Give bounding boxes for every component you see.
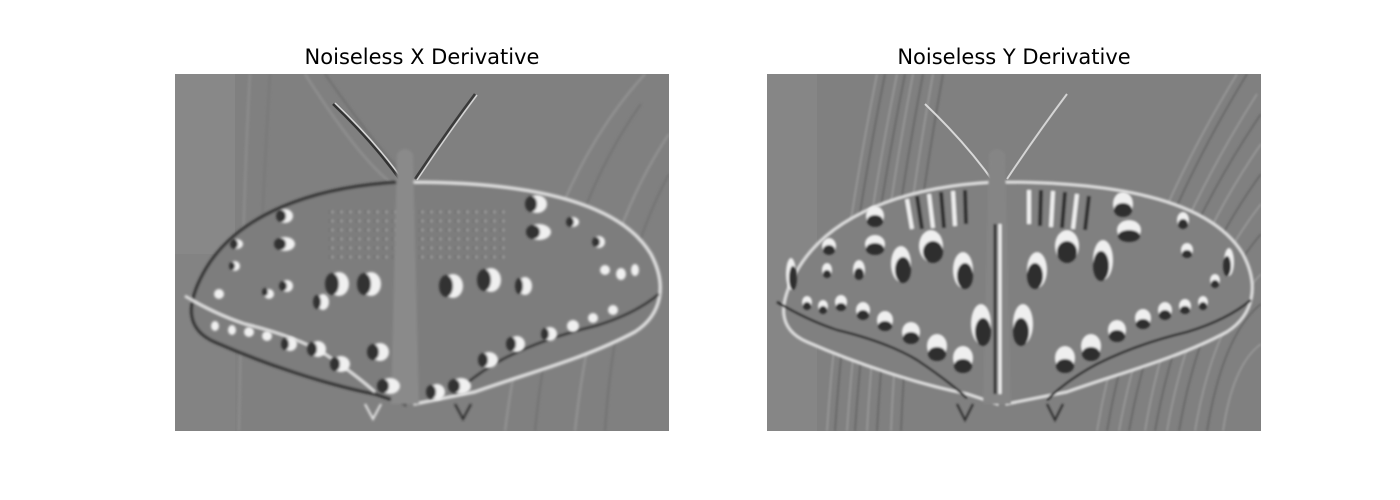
butterfly-x-derivative-image [175,74,669,431]
panel-x-derivative: Noiseless X Derivative [175,40,669,431]
butterfly-y-derivative-image [767,74,1261,431]
panel-title-y: Noiseless Y Derivative [897,45,1131,69]
panel-y-derivative: Noiseless Y Derivative [767,40,1261,431]
panel-title-x: Noiseless X Derivative [304,45,540,69]
